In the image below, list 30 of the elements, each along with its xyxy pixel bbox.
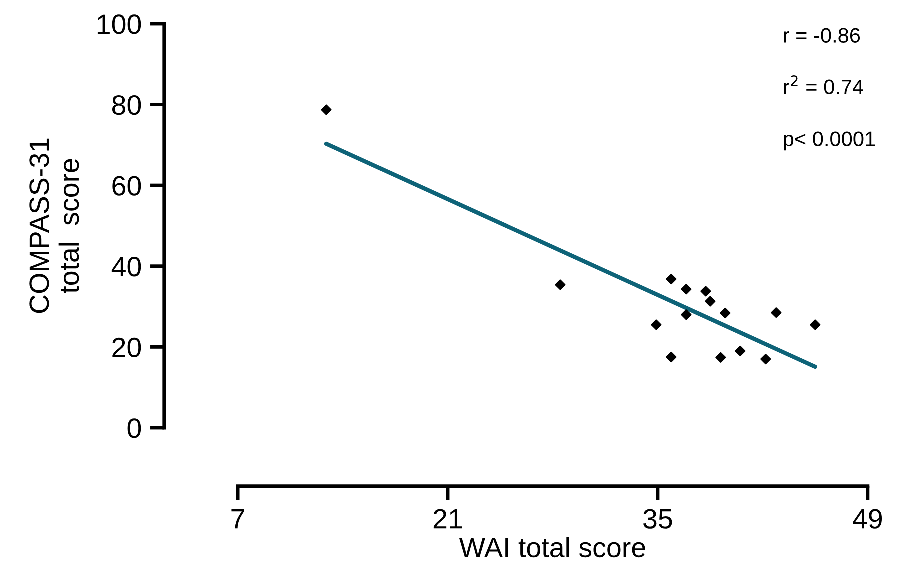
x-tick-label: 7	[232, 510, 244, 529]
point	[700, 286, 712, 297]
point	[321, 104, 332, 116]
point	[716, 352, 726, 363]
x-axis-title: WAI total score	[459, 537, 646, 558]
point	[760, 354, 772, 365]
point	[666, 352, 677, 363]
annotation: r$^{2}$ = 0.74	[784, 76, 864, 95]
point	[735, 346, 746, 357]
point	[810, 320, 821, 330]
y-tick-label: 60	[112, 176, 142, 196]
point	[666, 274, 677, 285]
y-tick-label: 20	[112, 338, 142, 358]
x-tick-label: 21	[434, 509, 462, 529]
point	[771, 308, 782, 318]
point	[681, 284, 692, 295]
y-tick-label: 0	[128, 418, 142, 438]
point	[720, 308, 731, 319]
x-tick-label: 49	[853, 509, 882, 529]
y-tick-label: 100	[98, 14, 142, 34]
y-axis-title: COMPASS-31 total score	[30, 138, 80, 314]
annotation: p< 0.0001	[784, 132, 876, 151]
point	[681, 310, 692, 320]
y-tick-label: 40	[112, 257, 142, 277]
x-tick-label: 35	[644, 509, 672, 529]
annotation: r = -0.86	[784, 28, 860, 43]
point	[705, 296, 716, 307]
point	[555, 280, 566, 290]
y-tick-label: 80	[112, 95, 142, 116]
point	[651, 320, 662, 330]
